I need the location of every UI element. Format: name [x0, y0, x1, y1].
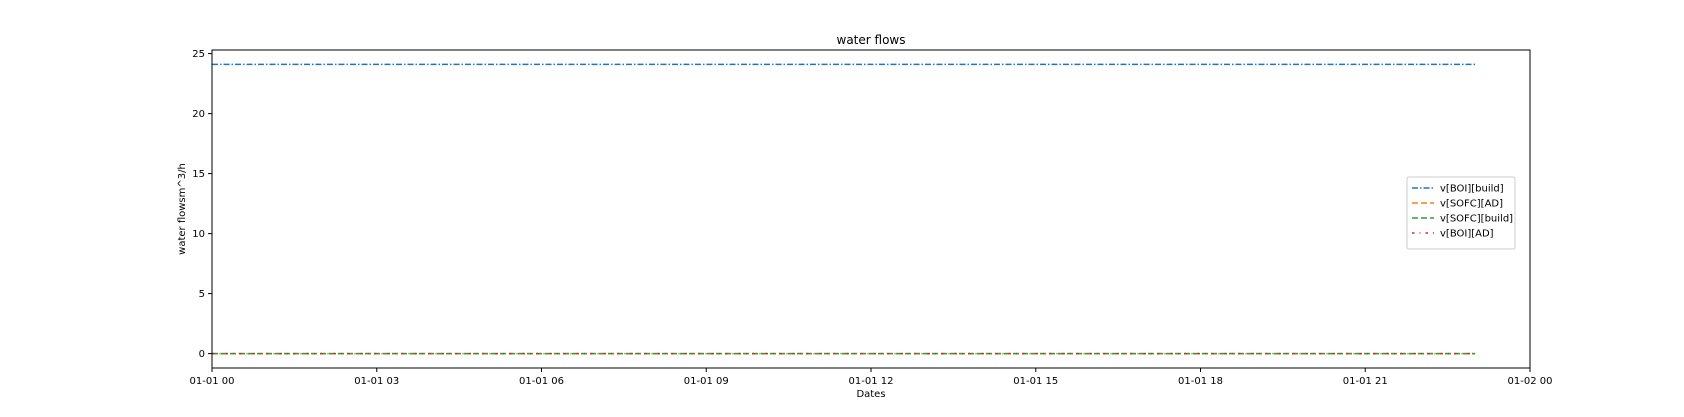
y-tick-label: 20: [192, 109, 205, 120]
x-tick-label: 01-01 00: [190, 376, 235, 387]
legend: v[BOI][build] v[SOFC][AD] v[SOFC][build] v[…: [1406, 176, 1516, 250]
y-tick-label: 15: [192, 169, 205, 180]
legend-label: v[BOI][AD]: [1440, 229, 1494, 240]
x-tick-label: 01-01 18: [1178, 376, 1223, 387]
x-tick-label: 01-01 12: [849, 376, 894, 387]
y-tick-label: 0: [199, 349, 205, 360]
y-axis-label: water flowsm^3/h: [177, 163, 188, 255]
x-tick-label: 01-01 15: [1013, 376, 1058, 387]
legend-label: v[SOFC][AD]: [1440, 199, 1503, 210]
x-tick-label: 01-01 06: [519, 376, 564, 387]
x-tick-label: 01-01 21: [1343, 376, 1388, 387]
y-tick-label: 5: [199, 289, 205, 300]
chart-title: water flows: [837, 33, 906, 47]
y-axis-ticks: 0 5 10 15 20 25: [192, 49, 212, 360]
x-axis-label: Dates: [856, 389, 885, 400]
x-tick-label: 01-01 03: [354, 376, 399, 387]
x-tick-label: 01-02 00: [1508, 376, 1553, 387]
legend-label: v[BOI][build]: [1440, 184, 1504, 195]
y-tick-label: 10: [192, 229, 205, 240]
series-layer: [212, 63, 1476, 355]
legend-label: v[SOFC][build]: [1440, 214, 1513, 225]
x-tick-label: 01-01 09: [684, 376, 729, 387]
y-tick-label: 25: [192, 49, 205, 60]
x-axis-ticks: 01-01 00 01-01 03 01-01 06 01-01 09 01-01 12…: [190, 368, 1553, 387]
legend-frame: [1406, 176, 1516, 250]
plot-area-frame: [211, 49, 1531, 369]
